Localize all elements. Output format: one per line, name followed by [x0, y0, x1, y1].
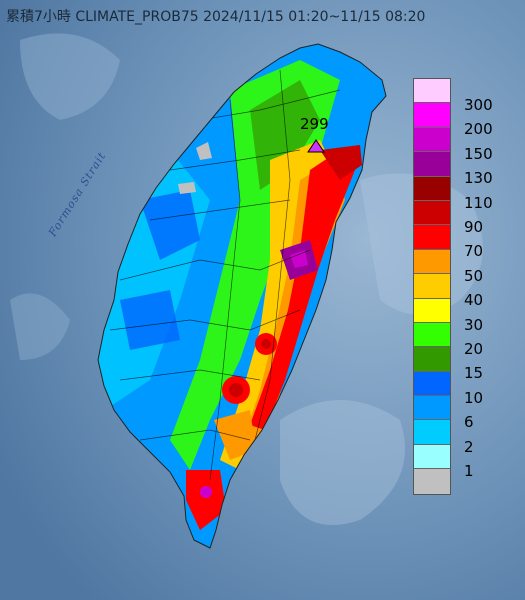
- legend-swatch: [414, 200, 450, 226]
- legend-swatch: [414, 152, 450, 177]
- legend-labels: 300 200 150 130 110 90 70 50 40 30 20 15 10 6 2 1: [458, 0, 518, 600]
- legend-label: 200: [464, 120, 493, 139]
- legend-swatch: [414, 420, 450, 445]
- legend-swatch: [414, 249, 450, 275]
- legend-swatch: [414, 469, 450, 494]
- cloud-texture: [20, 33, 120, 121]
- legend-swatch: [414, 274, 450, 299]
- legend-swatch: [414, 176, 450, 201]
- legend-label: 6: [464, 413, 474, 432]
- cloud-texture: [10, 293, 70, 360]
- legend-swatch: [414, 322, 450, 348]
- taiwan-outline: [97, 43, 387, 549]
- legend-swatch: [414, 347, 450, 372]
- legend-swatch: [414, 371, 450, 397]
- max-marker-icon: [307, 139, 325, 153]
- legend-swatch: [414, 127, 450, 153]
- legend-label: 110: [464, 193, 493, 212]
- legend-swatch: [414, 79, 450, 104]
- legend-label: 70: [464, 242, 484, 261]
- legend-label: 90: [464, 218, 484, 236]
- map-title: 累積7小時 CLIMATE_PROB75 2024/11/15 01:20~11…: [6, 9, 426, 25]
- legend-label: 2: [464, 437, 474, 456]
- legend-label: 30: [464, 315, 484, 334]
- legend-label: 150: [464, 144, 493, 163]
- color-legend: [413, 78, 451, 495]
- legend-label: 300: [464, 96, 493, 114]
- max-value-label: 299: [300, 115, 329, 133]
- legend-swatch: [414, 225, 450, 250]
- legend-label: 50: [464, 266, 484, 285]
- legend-swatch: [414, 396, 450, 421]
- legend-label: 20: [464, 340, 484, 358]
- cloud-texture: [280, 400, 405, 525]
- legend-swatch: [414, 444, 450, 470]
- legend-label: 15: [464, 364, 484, 383]
- legend-label: 130: [464, 169, 493, 188]
- legend-swatch: [414, 298, 450, 323]
- legend-label: 10: [464, 388, 484, 407]
- legend-swatch: [414, 103, 450, 128]
- legend-label: 1: [464, 462, 474, 480]
- legend-label: 40: [464, 291, 484, 310]
